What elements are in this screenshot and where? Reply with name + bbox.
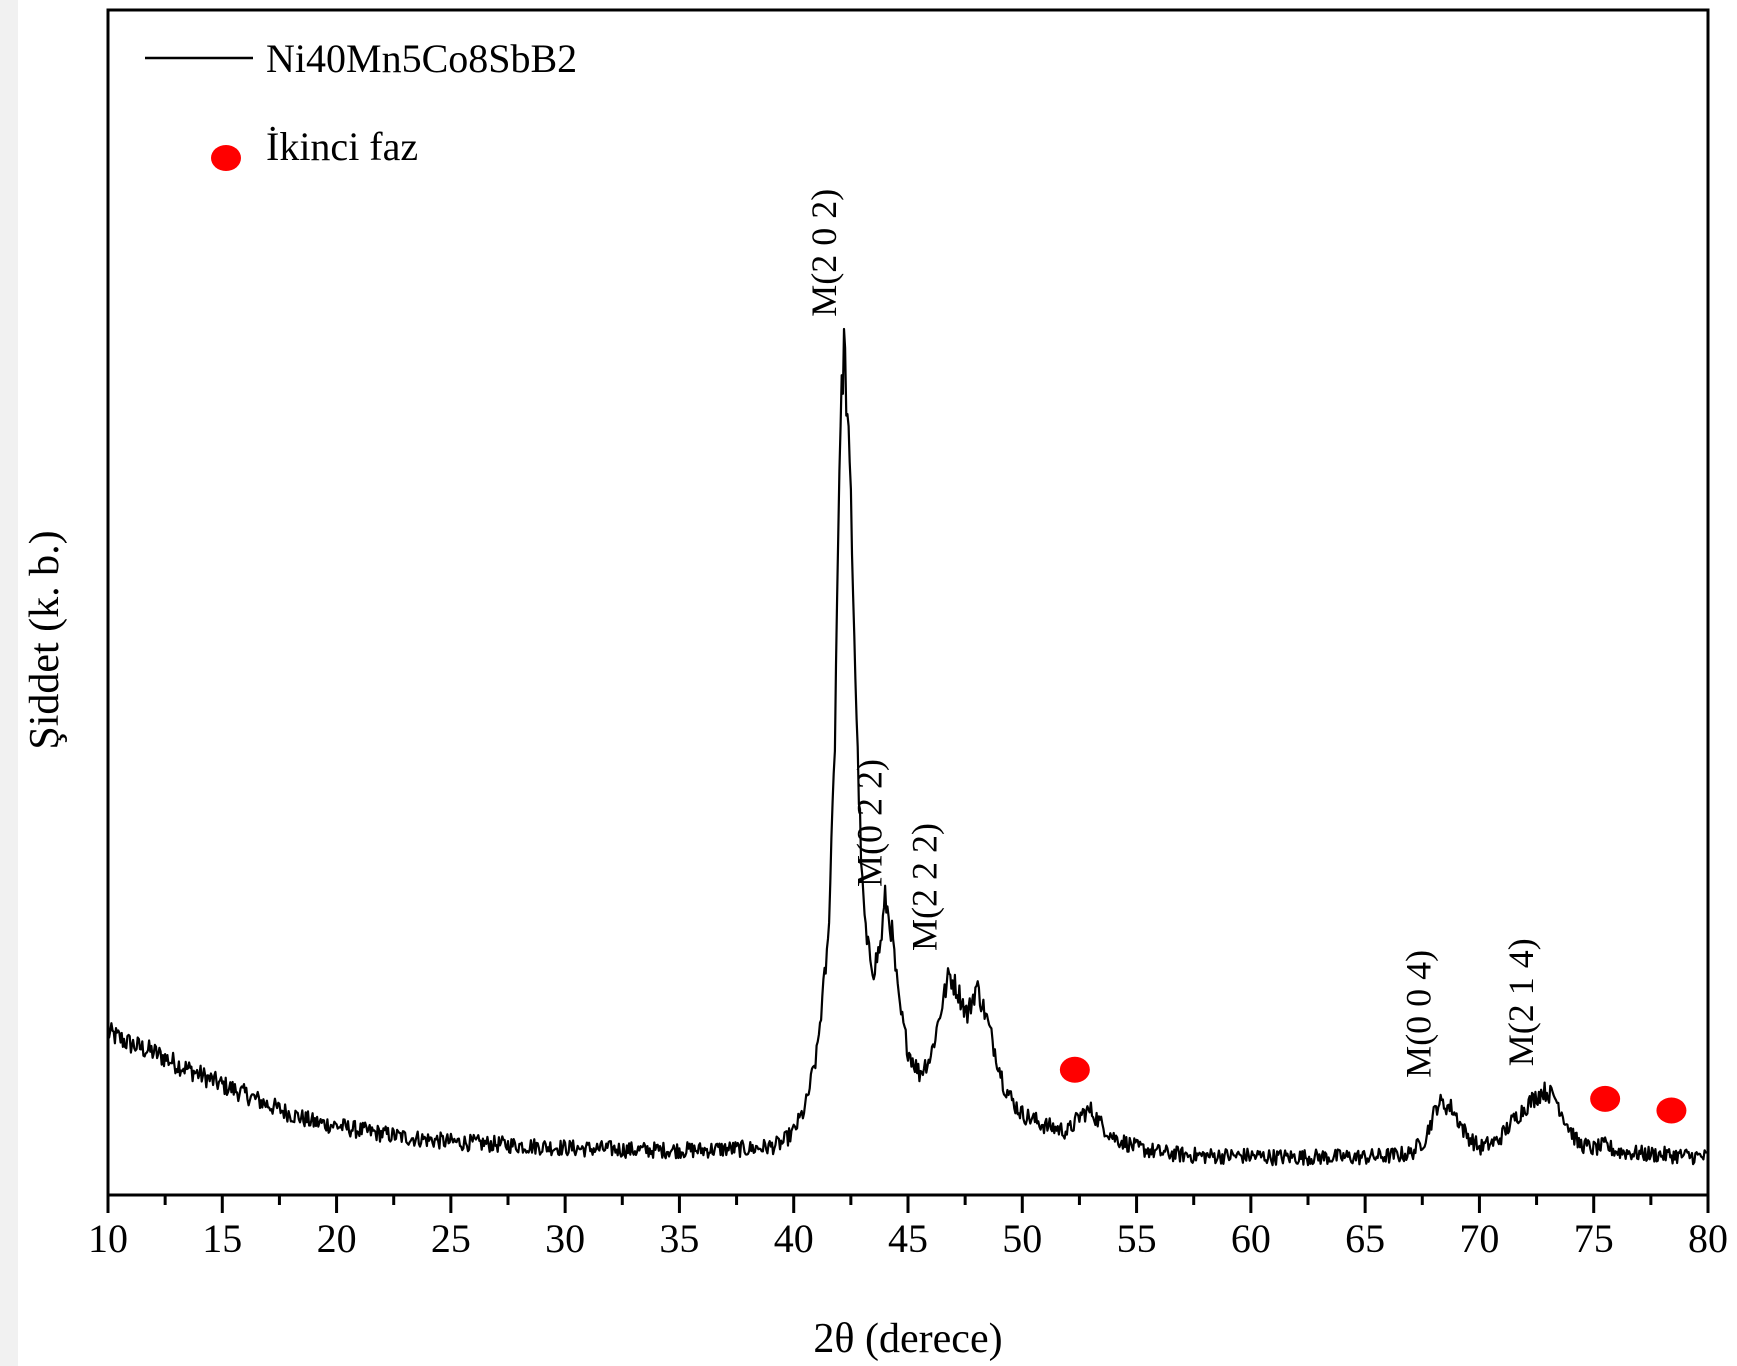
legend-second-phase-label: İkinci faz bbox=[266, 124, 418, 169]
x-tick-label: 30 bbox=[545, 1216, 585, 1261]
legend: Ni40Mn5Co8SbB2 İkinci faz bbox=[145, 36, 577, 171]
x-tick-label: 15 bbox=[202, 1216, 242, 1261]
second-phase-markers bbox=[1059, 1056, 1687, 1124]
peak-label: M(0 2 2) bbox=[850, 759, 890, 887]
peak-label: M(2 2 2) bbox=[905, 823, 945, 951]
x-tick-label: 55 bbox=[1117, 1216, 1157, 1261]
peak-labels: M(2 0 2) M(0 2 2) M(2 2 2) M(0 0 4) M(2 1 4) bbox=[804, 189, 1541, 1078]
x-axis-title: 2θ (derece) bbox=[813, 1316, 1002, 1362]
second-phase-marker bbox=[1590, 1085, 1621, 1112]
x-tick-label: 25 bbox=[431, 1216, 471, 1261]
peak-label: M(0 0 4) bbox=[1398, 950, 1438, 1078]
x-tick-label: 40 bbox=[774, 1216, 814, 1261]
x-tick-label: 20 bbox=[317, 1216, 357, 1261]
peak-label: M(2 0 2) bbox=[804, 189, 844, 317]
legend-series-label: Ni40Mn5Co8SbB2 bbox=[266, 36, 577, 81]
x-tick-label: 75 bbox=[1574, 1216, 1614, 1261]
x-axis-tick-labels: 10 15 20 25 30 35 40 45 50 55 60 65 70 75 80 bbox=[88, 1216, 1728, 1261]
peak-label: M(2 1 4) bbox=[1501, 938, 1541, 1066]
left-edge-strip bbox=[0, 0, 18, 1366]
x-tick-label: 60 bbox=[1231, 1216, 1271, 1261]
y-axis-title: Şiddet (k. b.) bbox=[22, 530, 68, 749]
plot-frame bbox=[106, 8, 1710, 1197]
x-tick-label: 70 bbox=[1459, 1216, 1499, 1261]
x-tick-label: 50 bbox=[1002, 1216, 1042, 1261]
x-tick-label: 35 bbox=[659, 1216, 699, 1261]
x-tick-label: 65 bbox=[1345, 1216, 1385, 1261]
x-tick-label: 45 bbox=[888, 1216, 928, 1261]
x-tick-label: 10 bbox=[88, 1216, 128, 1261]
second-phase-marker bbox=[1656, 1097, 1687, 1124]
series-line-ni40mn5co8sbb2 bbox=[106, 327, 1708, 1167]
x-tick-label: 80 bbox=[1688, 1216, 1728, 1261]
legend-second-phase-marker bbox=[211, 145, 241, 171]
second-phase-marker bbox=[1059, 1056, 1090, 1083]
x-axis-ticks bbox=[106, 1195, 1710, 1213]
